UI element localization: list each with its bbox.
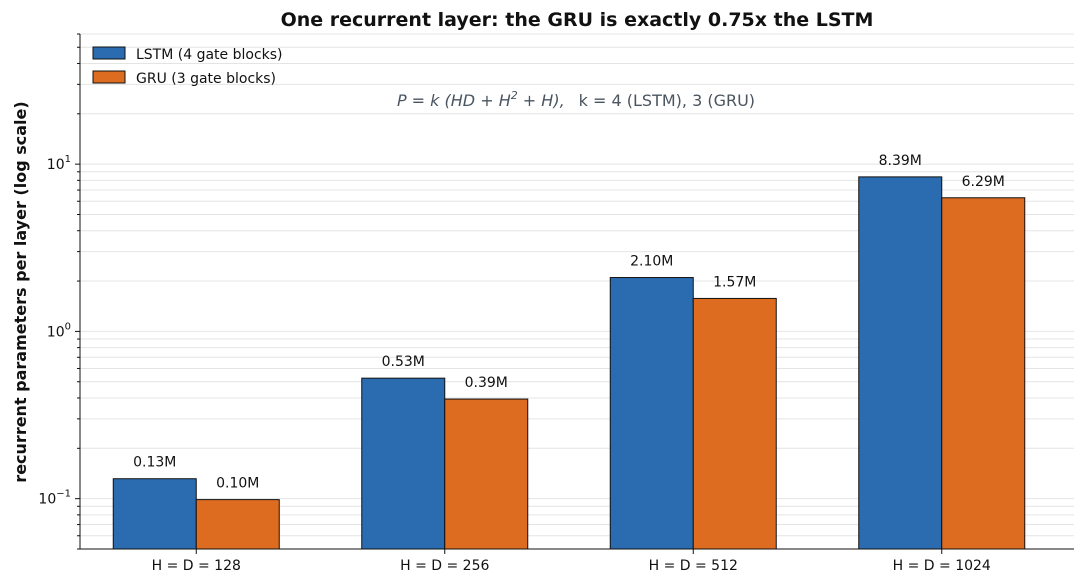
data-label: 0.39M [465, 375, 508, 391]
bar-gru-1 [444, 398, 529, 550]
bar-lstm-1 [361, 377, 446, 550]
axes [79, 34, 1074, 550]
y-tick-label: 100 [47, 321, 71, 340]
legend-label-lstm: LSTM (4 gate blocks) [136, 47, 283, 63]
y-tick-label: 10−1 [38, 489, 71, 508]
x-ticks: H = D = 128 H = D = 256 H = D = 512 H = D =… [152, 549, 991, 574]
data-labels: 0.13M 0.10M 0.53M 0.39M 2.10M 1.57M 8.39M 6.29M [133, 153, 1005, 492]
bar-gru-2 [692, 297, 777, 550]
x-tick-label: H = D = 256 [400, 558, 489, 574]
bar-lstm-0 [112, 478, 197, 550]
legend: LSTM (4 gate blocks) GRU (3 gate blocks) [92, 46, 283, 87]
data-label: 8.39M [879, 153, 922, 169]
formula-annotation: P = k (HD + H2 + H), k = 4 (LSTM), 3 (GRU… [397, 89, 755, 110]
data-label: 0.53M [382, 354, 425, 370]
bar-lstm-3 [858, 176, 943, 550]
x-tick-label: H = D = 512 [649, 558, 738, 574]
legend-label-gru: GRU (3 gate blocks) [136, 71, 276, 87]
chart-title: One recurrent layer: the GRU is exactly … [281, 9, 874, 31]
data-label: 1.57M [713, 274, 756, 290]
bars [112, 176, 1026, 550]
bar-gru-0 [195, 499, 280, 550]
x-tick-label: H = D = 128 [152, 558, 241, 574]
x-tick-label: H = D = 1024 [893, 558, 991, 574]
data-label: 2.10M [630, 254, 673, 270]
data-label: 0.10M [216, 476, 259, 492]
data-label: 0.13M [133, 455, 176, 471]
y-tick-label: 101 [47, 154, 71, 173]
y-ticks: 10−1 100 101 [38, 33, 80, 550]
legend-swatch-lstm [92, 46, 126, 60]
bar-lstm-2 [609, 277, 694, 550]
data-label: 6.29M [962, 174, 1005, 190]
y-axis-label: recurrent parameters per layer (log scal… [11, 101, 30, 482]
bar-gru-3 [941, 197, 1026, 550]
legend-swatch-gru [92, 70, 126, 84]
